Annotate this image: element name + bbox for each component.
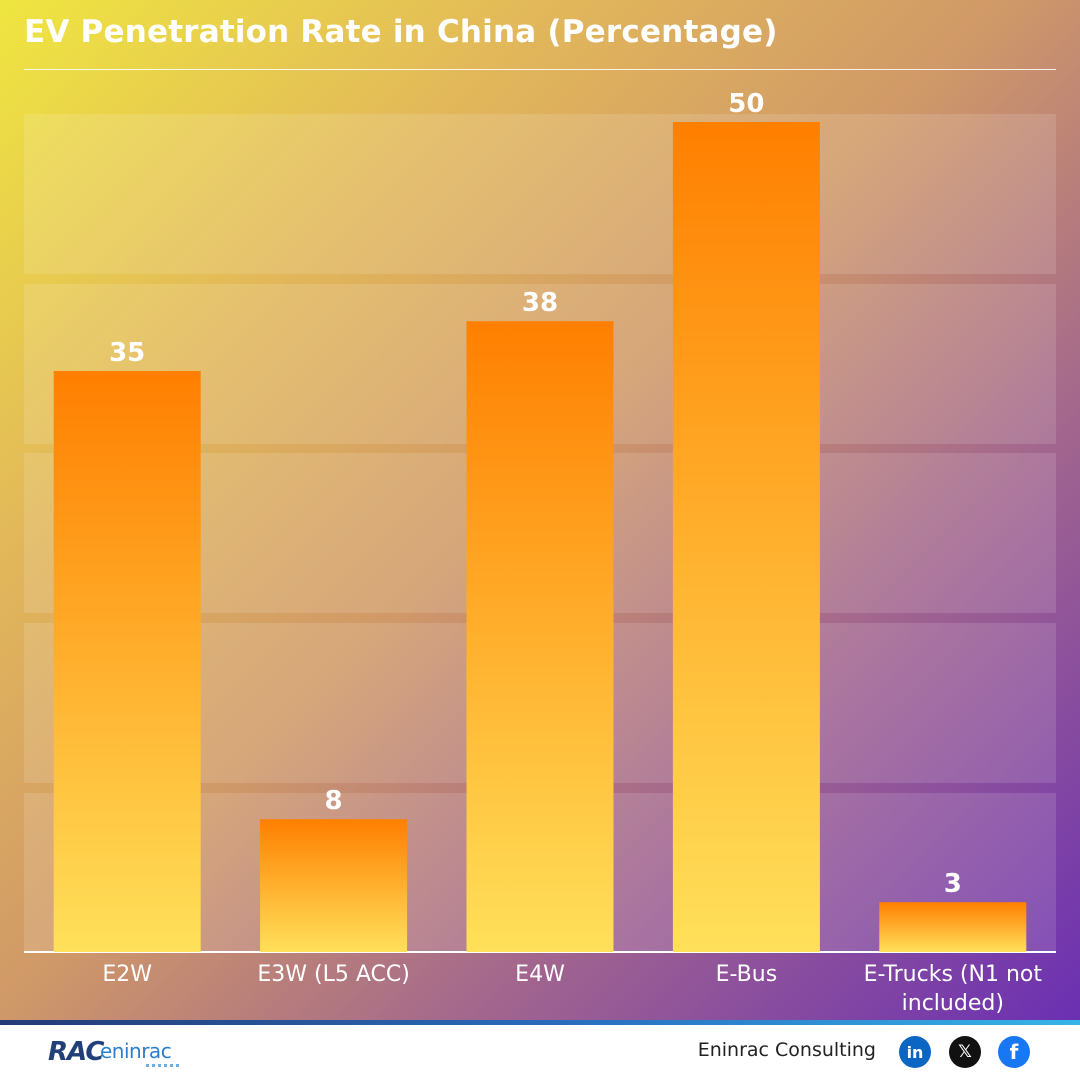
linkedin-icon[interactable]: in [899, 1036, 931, 1068]
bar [53, 371, 201, 952]
footer-bar: RAC eninrac Eninrac Consulting in 𝕏 f [0, 1025, 1080, 1080]
category-label: E-Trucks (N1 not [864, 962, 1043, 987]
grid-band [24, 114, 1056, 274]
logo-dots [146, 1064, 182, 1067]
category-label: E2W [102, 962, 152, 987]
eninrac-logo: RAC eninrac [48, 1037, 188, 1073]
value-label: 8 [325, 786, 343, 816]
category-label: E3W (L5 ACC) [257, 962, 409, 987]
brand-name: Eninrac Consulting [697, 1039, 876, 1061]
linkedin-glyph: in [906, 1042, 924, 1062]
value-label: 3 [944, 869, 962, 899]
value-label: 38 [522, 288, 558, 318]
bars-group [53, 122, 1027, 952]
x-glyph: 𝕏 [958, 1042, 972, 1062]
bar [879, 902, 1027, 952]
logo-rac-text: RAC [48, 1037, 104, 1067]
bar [260, 819, 408, 952]
bar [672, 122, 820, 952]
category-labels-group: E2W E3W (L5 ACC) E4W E-Bus E-Trucks (N1 not i… [102, 962, 1042, 1016]
facebook-glyph: f [1009, 1040, 1019, 1064]
chart-title: EV Penetration Rate in China (Percentage… [24, 14, 778, 50]
category-label: included) [902, 991, 1004, 1016]
logo-eninrac-text: eninrac [100, 1039, 172, 1063]
footer-accent-strip [0, 1020, 1080, 1025]
x-icon[interactable]: 𝕏 [949, 1036, 981, 1068]
value-label: 50 [728, 89, 764, 119]
category-label: E4W [515, 962, 565, 987]
bar [466, 321, 614, 952]
value-label: 35 [109, 338, 145, 368]
value-labels-group: 35 8 38 50 3 [109, 89, 962, 899]
bar-chart: 35 8 38 50 3 E2W E3W (L5 ACC) E4W E-Bus E-Trucks… [24, 89, 1056, 1016]
title-divider [24, 69, 1056, 70]
category-label: E-Bus [716, 962, 778, 987]
facebook-icon[interactable]: f [998, 1036, 1030, 1068]
